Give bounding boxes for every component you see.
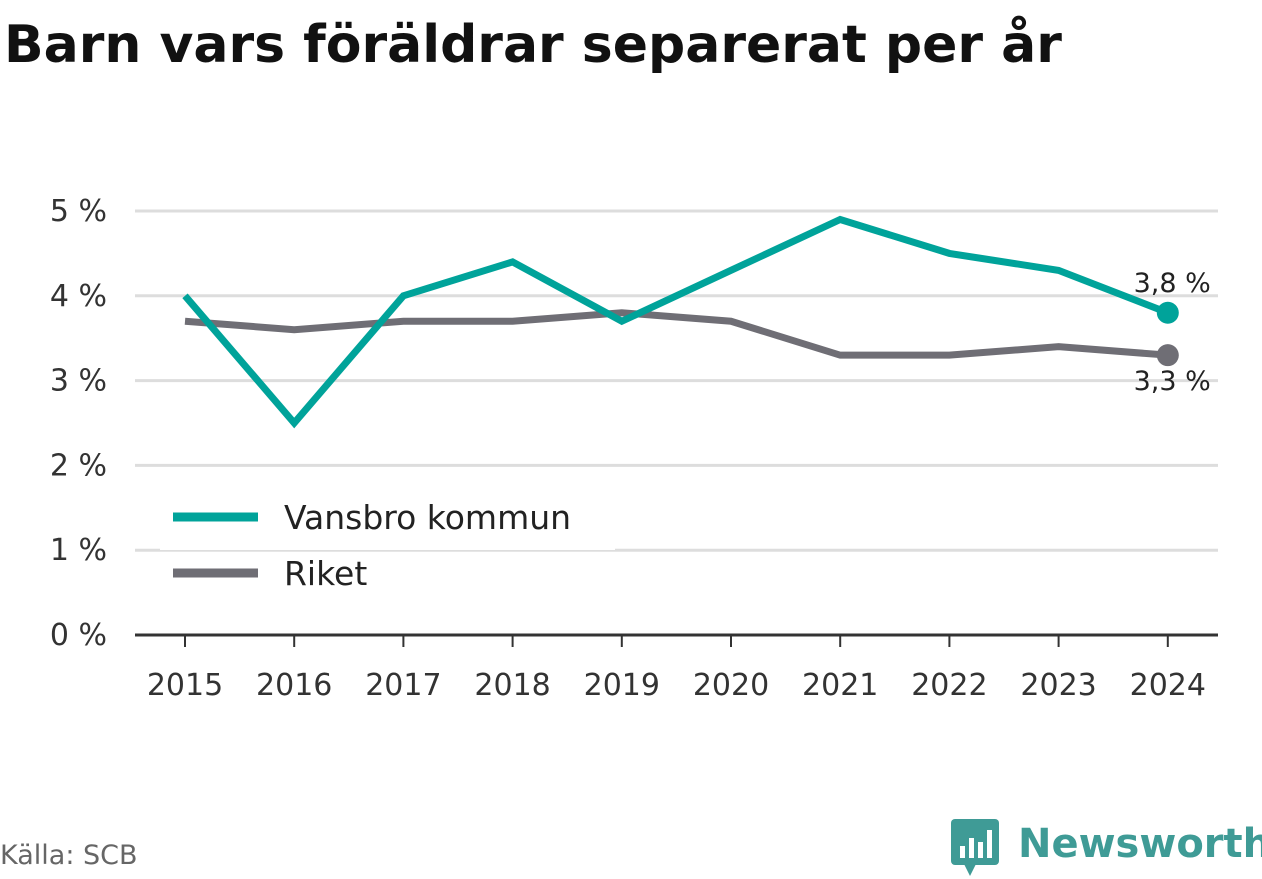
x-tick-label: 2020 (693, 668, 769, 703)
x-tick-label: 2024 (1130, 668, 1206, 703)
y-axis-ticks: 0 % 1 % 2 % 3 % 4 % 5 % (50, 194, 107, 653)
x-tick-label: 2017 (365, 668, 441, 703)
legend-label-vansbro: Vansbro kommun (284, 498, 571, 537)
end-label-riket: 3,3 % (1134, 366, 1211, 397)
brand-name: Newsworthy (1018, 821, 1262, 867)
y-tick-label: 0 % (50, 618, 107, 653)
y-tick-label: 4 % (50, 279, 107, 314)
x-tick-label: 2019 (584, 668, 660, 703)
legend: Vansbro kommun Riket (160, 488, 615, 593)
x-tick-label: 2021 (802, 668, 878, 703)
newsworthy-logo-icon (951, 819, 999, 876)
x-tick-label: 2015 (147, 668, 223, 703)
chart-title: Barn vars föräldrar separerat per år (4, 15, 1062, 75)
x-tick-label: 2023 (1020, 668, 1096, 703)
series-line-vansbro (182, 215, 1170, 429)
brand-logo: Newsworthy (950, 818, 1262, 878)
y-tick-label: 2 % (50, 448, 107, 483)
x-tick-label: 2022 (911, 668, 987, 703)
end-label-vansbro: 3,8 % (1134, 268, 1211, 299)
y-tick-label: 3 % (50, 364, 107, 399)
end-marker-vansbro (1156, 301, 1179, 324)
x-tick-label: 2016 (256, 668, 332, 703)
end-labels: 3,8 % 3,3 % (1134, 268, 1211, 397)
y-tick-label: 5 % (50, 194, 107, 229)
y-tick-label: 1 % (50, 533, 107, 568)
x-tick-label: 2018 (474, 668, 550, 703)
source-note: Källa: SCB (0, 840, 138, 871)
series-lines (182, 215, 1179, 429)
series-line-riket (184, 309, 1169, 359)
end-marker-riket (1156, 344, 1179, 367)
x-axis-ticks: 2015 2016 2017 2018 2019 2020 2021 2022 2023 2024 (147, 635, 1206, 703)
legend-label-riket: Riket (284, 554, 367, 593)
